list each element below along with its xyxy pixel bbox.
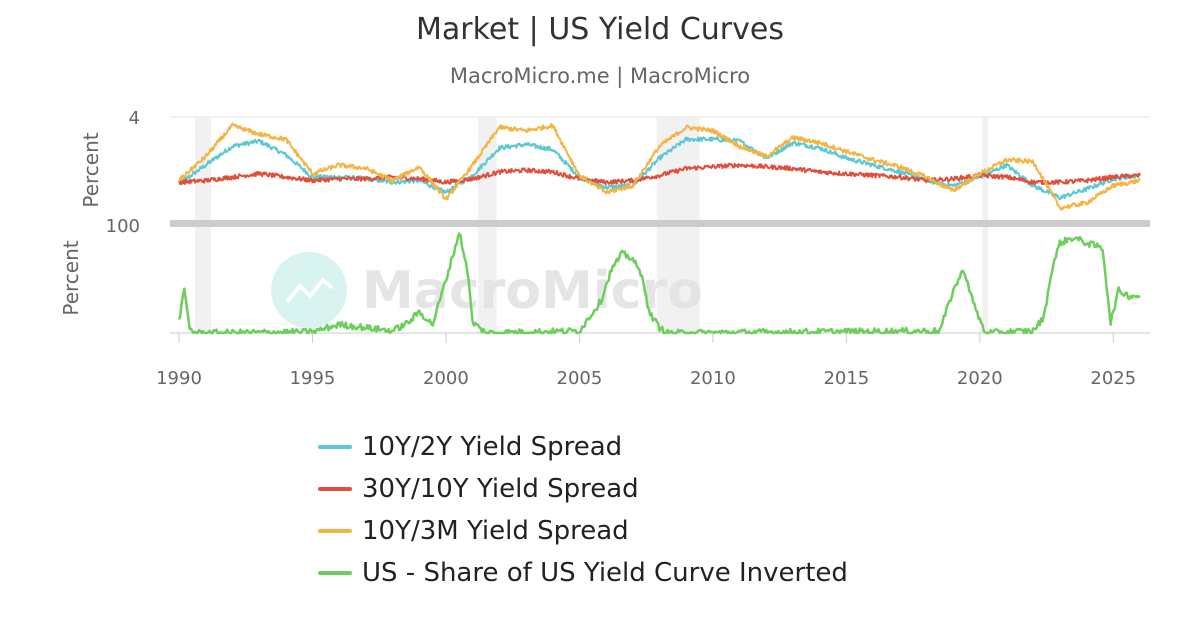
chart-logo-icon (271, 252, 347, 328)
y-axis-title-inverted: Percent (59, 240, 83, 315)
legend-label-30y10y: 30Y/10Y Yield Spread (362, 474, 639, 504)
series-layer (177, 122, 1141, 335)
legend-item-30y10y[interactable]: 30Y/10Y Yield Spread (318, 468, 848, 510)
legend-item-inverted-share[interactable]: US - Share of US Yield Curve Inverted (318, 552, 848, 594)
x-tick-label: 2015 (823, 368, 869, 389)
x-tick-label: 2010 (690, 368, 736, 389)
chart-logo-icon-line (285, 277, 334, 304)
x-tick-label: 1990 (156, 368, 202, 389)
legend-swatch-10y2y (318, 445, 352, 449)
legend-label-10y2y: 10Y/2Y Yield Spread (362, 432, 623, 462)
legend-item-10y2y[interactable]: 10Y/2Y Yield Spread (318, 426, 848, 468)
x-tick-label: 2025 (1090, 368, 1136, 389)
chart-area: MacroMicro 4 100 Percent Percent 1990 199… (59, 108, 1150, 389)
y-tick-label-spreads: 4 (129, 108, 140, 129)
chart-title: Market | US Yield Curves (416, 12, 784, 47)
series-line-spreads-1[interactable] (178, 162, 1141, 186)
legend-item-10y3m[interactable]: 10Y/3M Yield Spread (318, 510, 848, 552)
legend-label-inverted-share: US - Share of US Yield Curve Inverted (362, 558, 848, 588)
y-axis-title-spreads: Percent (79, 132, 103, 207)
y-tick-label-inverted: 100 (106, 216, 140, 237)
x-axis: 1990 1995 2000 2005 2010 2015 2020 2025 (156, 333, 1136, 389)
legend-swatch-10y3m (318, 529, 352, 533)
legend-label-10y3m: 10Y/3M Yield Spread (362, 516, 629, 546)
chart-subtitle: MacroMicro.me | MacroMicro (449, 64, 751, 88)
watermark-text: MacroMicro (362, 261, 703, 321)
series-line-spreads-2[interactable] (178, 122, 1141, 211)
x-tick-label: 1995 (290, 368, 336, 389)
legend: 10Y/2Y Yield Spread 30Y/10Y Yield Spread… (318, 426, 848, 594)
legend-swatch-30y10y (318, 487, 352, 491)
x-tick-label: 2020 (957, 368, 1003, 389)
x-tick-label: 2005 (557, 368, 603, 389)
panel-separator (170, 220, 1150, 227)
watermark: MacroMicro (271, 252, 703, 328)
series-line-inverted-0[interactable] (177, 232, 1141, 335)
x-tick-label: 2000 (423, 368, 469, 389)
legend-swatch-inverted-share (318, 571, 352, 575)
